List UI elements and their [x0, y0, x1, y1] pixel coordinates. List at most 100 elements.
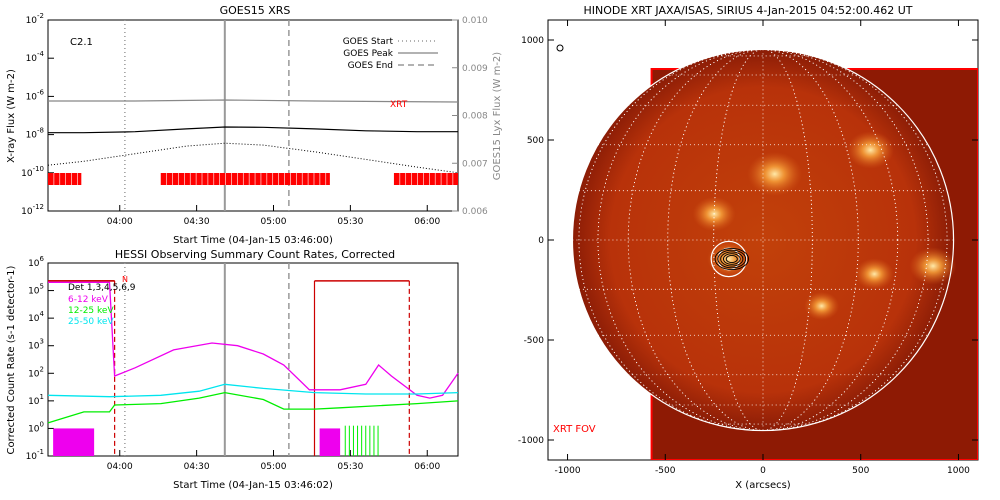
- xrt-flare-contour: [722, 253, 741, 265]
- xrt-bright-region: [854, 258, 894, 290]
- goes-series: [47, 99, 459, 174]
- xrt-flare-contour: [714, 247, 749, 271]
- xrt-x-ticks: -1000 -500 0 500 1000: [554, 20, 970, 476]
- xrt-bright-regions: [692, 131, 957, 321]
- xrt-flare-contour: [725, 255, 738, 263]
- xrt-bright-region: [804, 291, 840, 321]
- hessi-y-tick-exponent: 2: [40, 365, 44, 373]
- hessi-title: HESSI Observing Summary Count Rates, Cor…: [115, 248, 395, 261]
- goes-y2-tick-label: 0.007: [462, 159, 488, 169]
- goes-xlabel: Start Time (04-Jan-15 03:46:00): [173, 235, 333, 246]
- hessi-frame: [47, 262, 459, 457]
- xrt-limb: [571, 48, 955, 432]
- xrt-y-tick-label: 0: [538, 236, 544, 246]
- hessi-y-tick-exponent: 6: [40, 255, 45, 263]
- hessi-series-line: [47, 391, 459, 424]
- xrt-xlabel: X (arcsecs): [735, 480, 791, 491]
- hessi-x-ticks: 04:00 04:30 05:00 05:30 06:00: [107, 450, 440, 472]
- goes-y2-tick-label: 0.008: [462, 112, 488, 122]
- xrt-bright-region: [747, 152, 803, 196]
- hessi-night-block: [53, 428, 95, 456]
- goes-y2label: GOES15 Lyx Flux (W m-2): [492, 52, 503, 181]
- goes-y-tick-exponent: -8: [37, 127, 44, 135]
- hessi-y-tick-exponent: 0: [40, 420, 44, 428]
- goes-title: GOES15 XRS: [220, 4, 291, 17]
- hessi-y-tick-exponent: 5: [40, 283, 44, 291]
- xrt-grid-meridian: [578, 49, 948, 431]
- xrt-coordinate-grid: [572, 49, 954, 431]
- xrt-x-tick-label: -500: [655, 466, 676, 476]
- goes-x-ticks: 04:00 04:30 05:00 05:30 06:00: [107, 205, 440, 227]
- goes-y2-tick-label: 0.009: [462, 64, 488, 74]
- hessi-x-tick-label: 06:00: [414, 462, 440, 472]
- hessi-x-tick-label: 05:00: [261, 462, 287, 472]
- goes-x-tick-label: 04:00: [107, 217, 133, 227]
- xrt-flare-contour: [720, 251, 744, 267]
- xrt-flare-contours: [710, 240, 749, 278]
- goes-y2-ticks: 0.006 0.007 0.008 0.009 0.010: [452, 16, 488, 217]
- xrt-bright-region: [707, 241, 751, 277]
- xrt-flare-circle: [710, 240, 747, 278]
- xrt-grid-meridian: [597, 49, 929, 431]
- hessi-markers: [48, 263, 410, 456]
- goes-lyx-line: [48, 99, 459, 103]
- hessi-series: [47, 281, 459, 424]
- goes-legend-label: GOES End: [348, 61, 393, 71]
- xrt-y-tick-label: -500: [524, 336, 545, 346]
- xrt-y-ticks: -1000 -500 0 500 1000: [518, 36, 978, 446]
- xrt-flare-contour: [717, 249, 747, 269]
- goes-y-tick-exponent: -4: [37, 50, 45, 58]
- xrt-x-tick-label: 0: [760, 466, 766, 476]
- xrt-panel: HINODE XRT JAXA/ISAS, SIRIUS 4-Jan-2015 …: [518, 4, 979, 491]
- goes-legend-label: GOES Peak: [343, 49, 393, 59]
- hessi-series-line: [48, 281, 459, 399]
- hessi-y-tick-exponent: 1: [40, 393, 44, 401]
- xrt-x-tick-label: 1000: [947, 466, 970, 476]
- hessi-night-block: [319, 428, 341, 456]
- goes-series-line: [48, 126, 458, 134]
- goes-legend-label: GOES Start: [343, 37, 394, 47]
- goes-legend: GOES Start GOES Peak GOES End: [343, 37, 438, 71]
- goes-xrt-label: XRT: [390, 100, 408, 110]
- hessi-x-tick-label: 04:00: [107, 462, 133, 472]
- xrt-y-tick-label: -1000: [518, 436, 544, 446]
- hessi-y-tick-exponent: 4: [40, 310, 45, 318]
- goes-x-tick-label: 06:00: [414, 217, 440, 227]
- xrt-bright-region: [847, 131, 894, 169]
- xrt-reference-marker: [556, 44, 564, 52]
- xrt-grid-meridian: [627, 49, 899, 431]
- goes-y2-tick-label: 0.010: [462, 16, 488, 26]
- hessi-n-marker: N: [122, 275, 128, 284]
- goes-y-tick-exponent: -10: [33, 165, 44, 173]
- hessi-x-tick-label: 04:30: [184, 462, 210, 472]
- xrt-fov-label: XRT FOV: [553, 424, 596, 435]
- hessi-legend-label: 6-12 keV: [68, 295, 109, 305]
- goes-x-tick-label: 05:00: [261, 217, 287, 227]
- goes-y-tick-exponent: -6: [37, 88, 45, 96]
- hessi-x-tick-label: 05:30: [337, 462, 363, 472]
- goes-x-tick-label: 04:30: [184, 217, 210, 227]
- hessi-y-tick-exponent: -1: [37, 448, 44, 456]
- goes-xrt-coverage: [48, 173, 458, 185]
- xrt-title: HINODE XRT JAXA/ISAS, SIRIUS 4-Jan-2015 …: [584, 4, 913, 17]
- xrt-x-tick-label: -1000: [554, 466, 580, 476]
- hessi-y-tick-exponent: 3: [40, 338, 44, 346]
- goes-y-tick-exponent: -2: [37, 12, 44, 20]
- goes-ylabel: X-ray Flux (W m-2): [6, 69, 17, 163]
- goes-xrt-segment: [48, 173, 82, 185]
- goes-y-tick-exponent: -12: [33, 203, 44, 211]
- hessi-panel: HESSI Observing Summary Count Rates, Cor…: [6, 248, 459, 491]
- hessi-legend-label: 25-50 keV: [68, 317, 114, 327]
- xrt-grid-meridian: [713, 49, 813, 431]
- xrt-bright-region: [909, 247, 957, 285]
- hessi-ylabel: Corrected Count Rate (s-1 detector-1): [6, 265, 17, 454]
- hessi-detectors: Det 1,3,4,5,6,9: [68, 283, 136, 293]
- xrt-y-tick-label: 500: [527, 136, 544, 146]
- goes-y2-tick-label: 0.006: [462, 207, 488, 217]
- xrt-y-tick-label: 1000: [521, 36, 544, 46]
- hessi-legend-label: 12-25 keV: [68, 306, 114, 316]
- xrt-x-tick-label: 500: [852, 466, 869, 476]
- hessi-series-line: [47, 383, 459, 398]
